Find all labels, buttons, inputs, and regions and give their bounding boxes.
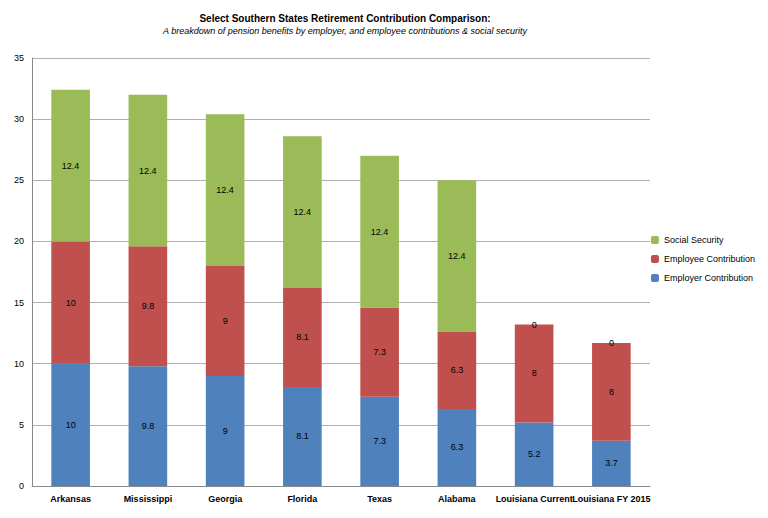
svg-text:12.4: 12.4 <box>62 161 80 171</box>
svg-text:10: 10 <box>14 359 24 369</box>
svg-text:12.4: 12.4 <box>294 207 312 217</box>
svg-text:8.1: 8.1 <box>296 332 309 342</box>
svg-text:9: 9 <box>223 316 228 326</box>
svg-text:5: 5 <box>19 420 24 430</box>
svg-text:Texas: Texas <box>367 494 392 504</box>
svg-text:Employee Contribution: Employee Contribution <box>664 254 755 264</box>
svg-text:35: 35 <box>14 53 24 63</box>
svg-text:12.4: 12.4 <box>139 166 157 176</box>
svg-text:Arkansas: Arkansas <box>50 494 91 504</box>
svg-text:0: 0 <box>609 338 614 348</box>
svg-text:Florida: Florida <box>287 494 318 504</box>
svg-text:5.2: 5.2 <box>528 449 541 459</box>
svg-text:8: 8 <box>532 368 537 378</box>
svg-text:Georgia: Georgia <box>208 494 243 504</box>
svg-text:30: 30 <box>14 114 24 124</box>
svg-text:12.4: 12.4 <box>448 251 466 261</box>
svg-text:10: 10 <box>66 420 76 430</box>
svg-text:20: 20 <box>14 236 24 246</box>
svg-text:0: 0 <box>532 320 537 330</box>
svg-text:A breakdown of pension benefit: A breakdown of pension benefits by emplo… <box>162 26 527 36</box>
svg-text:Alabama: Alabama <box>438 494 477 504</box>
svg-text:0: 0 <box>19 481 24 491</box>
svg-text:6.3: 6.3 <box>451 442 464 452</box>
svg-text:9.8: 9.8 <box>142 421 155 431</box>
svg-text:Louisiana Current: Louisiana Current <box>496 494 573 504</box>
svg-text:7.3: 7.3 <box>373 347 386 357</box>
svg-text:6.3: 6.3 <box>451 365 464 375</box>
svg-text:12.4: 12.4 <box>216 185 234 195</box>
svg-text:3.7: 3.7 <box>605 458 618 468</box>
svg-text:7.3: 7.3 <box>373 436 386 446</box>
svg-text:15: 15 <box>14 298 24 308</box>
svg-text:10: 10 <box>66 298 76 308</box>
svg-text:Social Security: Social Security <box>664 235 724 245</box>
svg-text:Employer Contribution: Employer Contribution <box>664 273 753 283</box>
svg-text:9: 9 <box>223 426 228 436</box>
svg-text:Select Southern States Retirem: Select Southern States Retirement Contri… <box>199 13 490 24</box>
svg-text:Louisiana FY 2015: Louisiana FY 2015 <box>572 494 650 504</box>
svg-text:Mississippi: Mississippi <box>124 494 173 504</box>
svg-text:12.4: 12.4 <box>371 227 389 237</box>
svg-text:8: 8 <box>609 387 614 397</box>
svg-text:8.1: 8.1 <box>296 431 309 441</box>
svg-text:9.8: 9.8 <box>142 301 155 311</box>
svg-text:25: 25 <box>14 175 24 185</box>
